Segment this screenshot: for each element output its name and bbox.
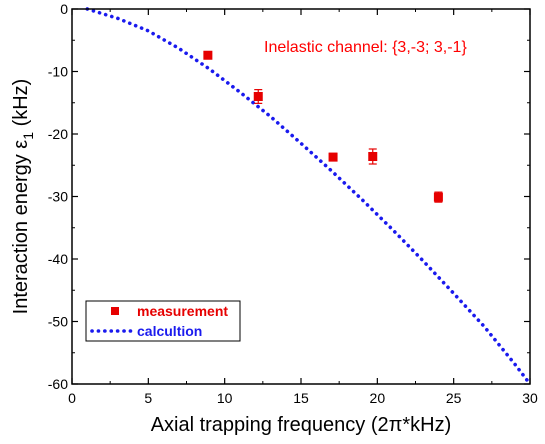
x-tick-label: 20: [370, 390, 386, 406]
x-tick-label: 10: [217, 390, 233, 406]
y-tick-label: -40: [48, 251, 68, 267]
measurement-point: [203, 50, 213, 60]
y-tick-label: -50: [48, 314, 68, 330]
legend: measurement calcultion: [85, 300, 241, 342]
plot-frame: [71, 8, 531, 385]
y-tick-labels: 0 -10 -20 -30 -40 -50 -60: [48, 1, 68, 392]
y-axis-title-subscript: 1: [20, 132, 36, 140]
y-tick-label: -20: [48, 126, 68, 142]
measurement-point: [433, 191, 443, 203]
x-tick-label: 5: [144, 390, 152, 406]
measurement-marker: [253, 92, 263, 101]
legend-label-measurement: measurement: [137, 303, 228, 319]
measurement-point: [368, 148, 378, 165]
y-axis-title: Interaction energy ε1 (kHz): [10, 79, 36, 315]
y-axis-title-unit: (kHz): [10, 79, 32, 132]
measurement-marker: [368, 152, 378, 161]
measurement-markers: [203, 50, 443, 203]
measurement-marker: [328, 152, 338, 162]
chart-annotation: Inelastic channel: {3,-3; 3,-1}: [264, 39, 467, 56]
legend-measurement-marker: [111, 307, 119, 315]
calculation-curve: [85, 7, 532, 386]
y-axis-title-main: Interaction energy ε: [10, 140, 32, 315]
y-tick-label: -30: [48, 189, 68, 205]
x-tick-label: 30: [522, 390, 538, 406]
x-tick-label: 25: [446, 390, 462, 406]
x-tick-label: 15: [293, 390, 309, 406]
measurement-marker: [203, 50, 213, 60]
legend-label-calculation: calcultion: [137, 323, 202, 339]
measurement-point: [328, 152, 338, 162]
measurement-marker: [433, 192, 443, 202]
y-tick-label: -60: [48, 376, 68, 392]
y-tick-label: 0: [60, 1, 68, 17]
measurement-point: [253, 89, 263, 104]
y-tick-label: -10: [48, 64, 68, 80]
calculation-series-line: [85, 7, 532, 386]
x-tick-labels: 0 5 10 15 20 25 30: [68, 390, 538, 406]
x-axis-title: Axial trapping frequency (2π*kHz): [151, 414, 452, 436]
x-tick-label: 0: [68, 390, 76, 406]
